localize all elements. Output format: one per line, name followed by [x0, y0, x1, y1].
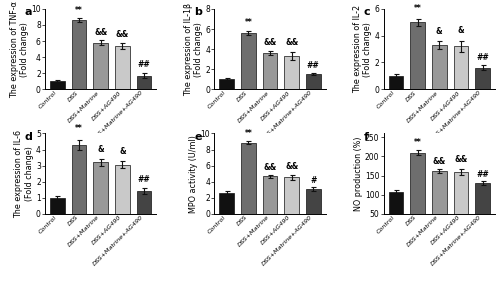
Bar	[262, 53, 278, 89]
Bar	[432, 171, 446, 233]
Bar	[475, 68, 490, 89]
Text: ##: ##	[476, 170, 489, 178]
Text: ##: ##	[307, 61, 320, 70]
Bar	[475, 183, 490, 233]
Text: f: f	[364, 132, 368, 142]
Text: ##: ##	[138, 176, 150, 184]
Bar	[115, 46, 130, 89]
Y-axis label: The expression of IL-2
(Fold change): The expression of IL-2 (Fold change)	[353, 5, 372, 93]
Text: &&: &&	[264, 163, 276, 172]
Bar	[306, 189, 320, 214]
Text: &&: &&	[94, 28, 108, 37]
Bar	[388, 192, 404, 233]
Text: **: **	[414, 138, 422, 147]
Text: **: **	[75, 6, 83, 15]
Text: &&: &&	[285, 162, 298, 171]
Bar	[50, 198, 65, 214]
Bar	[50, 81, 65, 89]
Text: **: **	[244, 18, 252, 27]
Y-axis label: MPO activity (U/ml): MPO activity (U/ml)	[190, 135, 198, 213]
Bar	[220, 193, 234, 214]
Text: ##: ##	[138, 60, 150, 69]
Bar	[388, 76, 404, 89]
Text: a: a	[25, 7, 32, 17]
Y-axis label: NO production (%): NO production (%)	[354, 136, 363, 211]
Text: &&: &&	[432, 157, 446, 166]
Text: &&: &&	[454, 155, 468, 165]
Bar	[94, 162, 108, 214]
Bar	[262, 176, 278, 214]
Bar	[72, 20, 86, 89]
Bar	[410, 22, 425, 89]
Bar	[454, 172, 468, 233]
Text: **: **	[75, 124, 83, 133]
Bar	[241, 33, 256, 89]
Bar	[284, 56, 299, 89]
Y-axis label: The expression of TNF-α
(Fold change): The expression of TNF-α (Fold change)	[10, 1, 29, 98]
Text: d: d	[25, 132, 33, 142]
Bar	[241, 143, 256, 214]
Text: &&: &&	[116, 30, 129, 39]
Y-axis label: The expression of IL-6
(Fold change): The expression of IL-6 (Fold change)	[14, 130, 34, 218]
Text: **: **	[244, 129, 252, 138]
Text: &&: &&	[285, 38, 298, 47]
Bar	[454, 46, 468, 89]
Text: &&: &&	[264, 38, 276, 48]
Text: &: &	[98, 145, 104, 154]
Bar	[220, 79, 234, 89]
Bar	[94, 43, 108, 89]
Bar	[72, 145, 86, 214]
Text: b: b	[194, 7, 202, 17]
Text: &: &	[436, 27, 442, 36]
Bar	[410, 153, 425, 233]
Y-axis label: The expression of IL-1β
(Fold change): The expression of IL-1β (Fold change)	[184, 3, 203, 96]
Bar	[115, 165, 130, 214]
Text: c: c	[364, 7, 370, 17]
Bar	[136, 191, 152, 214]
Bar	[432, 45, 446, 89]
Text: &: &	[119, 147, 126, 156]
Text: e: e	[194, 132, 202, 142]
Text: #: #	[310, 176, 316, 185]
Bar	[136, 76, 152, 89]
Bar	[306, 74, 320, 89]
Text: &: &	[458, 26, 464, 35]
Text: ##: ##	[476, 53, 489, 62]
Text: **: **	[414, 4, 422, 13]
Bar	[284, 177, 299, 214]
